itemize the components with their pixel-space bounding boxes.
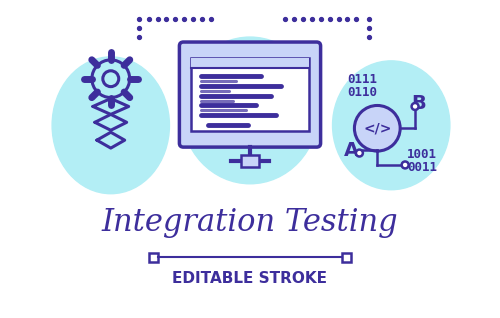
Bar [192, 58, 308, 131]
Circle shape [356, 149, 363, 156]
Text: 0110: 0110 [348, 86, 378, 99]
Ellipse shape [182, 37, 318, 184]
Circle shape [412, 103, 418, 110]
Text: 1001: 1001 [407, 148, 437, 161]
Text: Integration Testing: Integration Testing [102, 207, 399, 238]
Circle shape [354, 106, 400, 151]
Bar [241, 155, 259, 167]
Text: 0111: 0111 [348, 73, 378, 86]
Bar [342, 253, 351, 262]
Text: </>: </> [363, 121, 392, 135]
Text: EDITABLE STROKE: EDITABLE STROKE [172, 272, 328, 287]
Bar [148, 253, 158, 262]
Ellipse shape [52, 57, 170, 194]
Circle shape [402, 162, 408, 169]
Text: A: A [344, 141, 359, 160]
Bar [192, 58, 308, 68]
Text: 0011: 0011 [407, 161, 437, 174]
Ellipse shape [332, 61, 450, 190]
FancyBboxPatch shape [180, 42, 320, 147]
Text: B: B [412, 94, 426, 113]
